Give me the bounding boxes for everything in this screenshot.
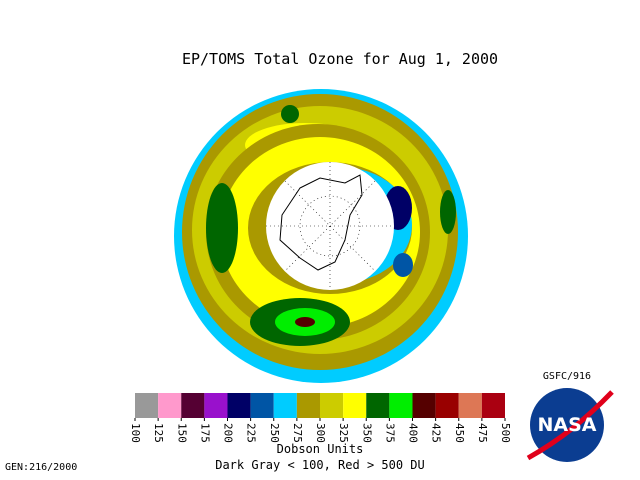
title: EP/TOMS Total Ozone for Aug 1, 2000 — [182, 50, 498, 68]
map-patch — [440, 190, 456, 234]
tick-label: 350 — [360, 423, 373, 443]
color-box — [273, 393, 297, 418]
nasa-logo: NASA — [526, 388, 614, 462]
color-box — [250, 393, 274, 418]
map-patch — [295, 317, 315, 327]
tick-label: 200 — [222, 423, 235, 443]
graticule — [266, 162, 394, 290]
color-box — [296, 393, 320, 418]
map-patch — [281, 105, 299, 123]
source-label: GSFC/916 — [543, 371, 591, 382]
logo-text: NASA — [538, 414, 597, 436]
colorbar: 100 125 150 175 200 225 250 275 300 325 350 375 400 4… — [129, 393, 512, 443]
color-box — [481, 393, 505, 418]
color-box — [204, 393, 228, 418]
coastline — [279, 174, 363, 271]
color-box — [366, 393, 390, 418]
tick-label: 400 — [407, 423, 420, 443]
tick-label: 375 — [383, 423, 396, 443]
color-box — [320, 393, 344, 418]
tick-label: 225 — [245, 423, 258, 443]
color-box — [227, 393, 251, 418]
tick-label: 300 — [314, 423, 327, 443]
tick-label: 175 — [198, 423, 211, 443]
map-patch — [393, 253, 413, 277]
units-label: Dobson Units — [277, 442, 364, 456]
ozone-map — [174, 89, 468, 383]
tick-label: 125 — [152, 423, 165, 443]
color-box — [412, 393, 436, 418]
tick-label: 100 — [129, 423, 142, 443]
tick-label: 150 — [175, 423, 188, 443]
color-box — [158, 393, 182, 418]
color-box — [435, 393, 459, 418]
tick-label: 275 — [291, 423, 304, 443]
color-box — [458, 393, 482, 418]
tick-label: 475 — [476, 423, 489, 443]
tick-label: 325 — [337, 423, 350, 443]
color-box — [135, 393, 159, 418]
tick-label: 425 — [430, 423, 443, 443]
note: Dark Gray < 100, Red > 500 DU — [215, 458, 425, 472]
color-box — [389, 393, 413, 418]
tick-label: 250 — [268, 423, 281, 443]
color-box — [181, 393, 205, 418]
map-patch — [206, 183, 238, 273]
color-box — [343, 393, 367, 418]
tick-label: 450 — [453, 423, 466, 443]
gen-label: GEN:216/2000 — [5, 462, 77, 473]
logo-swoosh — [526, 390, 614, 461]
tick-label: 500 — [499, 423, 512, 443]
